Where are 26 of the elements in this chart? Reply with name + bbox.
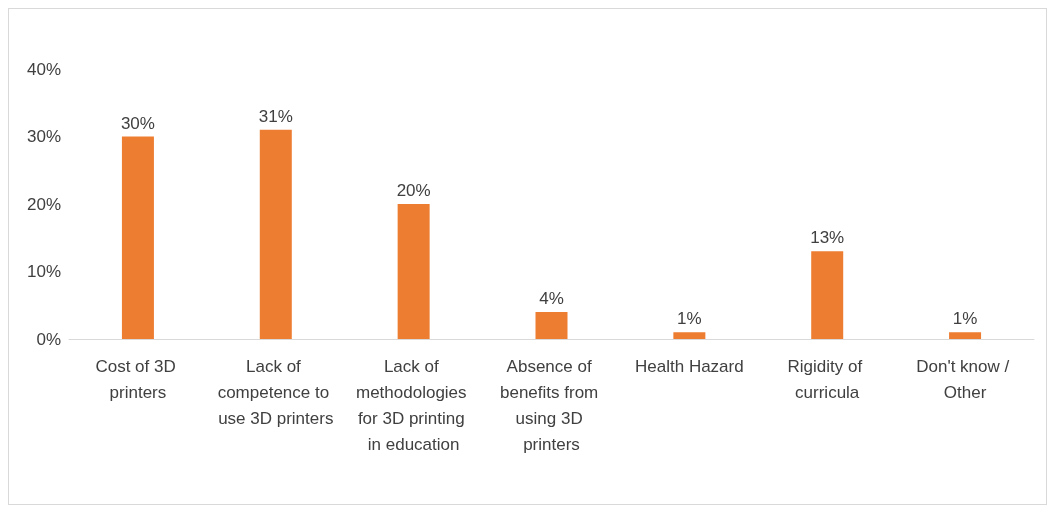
data-label: 1% <box>952 309 978 329</box>
x-tick-label: Lack of competence to use 3D printers <box>217 356 334 428</box>
x-tick-label: Don't know / Other <box>916 356 1014 402</box>
bar <box>121 136 154 339</box>
x-tick-label: Absence of benefits from using 3D printers <box>500 356 603 454</box>
y-tick-label: 0% <box>36 329 61 349</box>
y-tick-label: 10% <box>26 262 61 281</box>
x-tick-label: Lack of methodologies for 3D printing in education <box>355 356 472 454</box>
bar <box>535 312 568 339</box>
data-label: 13% <box>810 228 845 248</box>
bar <box>811 251 844 339</box>
y-tick-label: 40% <box>26 59 61 79</box>
data-label: 30% <box>120 113 155 133</box>
y-tick-label: 20% <box>26 194 61 214</box>
bar <box>259 129 292 339</box>
x-tick-label: Health Hazard <box>635 356 744 376</box>
bar <box>397 204 430 339</box>
bar <box>673 332 706 339</box>
data-label: 1% <box>677 309 702 329</box>
x-tick-label: Cost of 3D printers <box>95 356 181 402</box>
x-tick-label: Rigidity of curricula <box>787 356 867 402</box>
bar <box>949 332 982 339</box>
y-tick-label: 30% <box>26 127 61 146</box>
data-label: 4% <box>539 289 564 308</box>
data-label: 20% <box>396 181 431 200</box>
data-label: 31% <box>258 106 293 126</box>
